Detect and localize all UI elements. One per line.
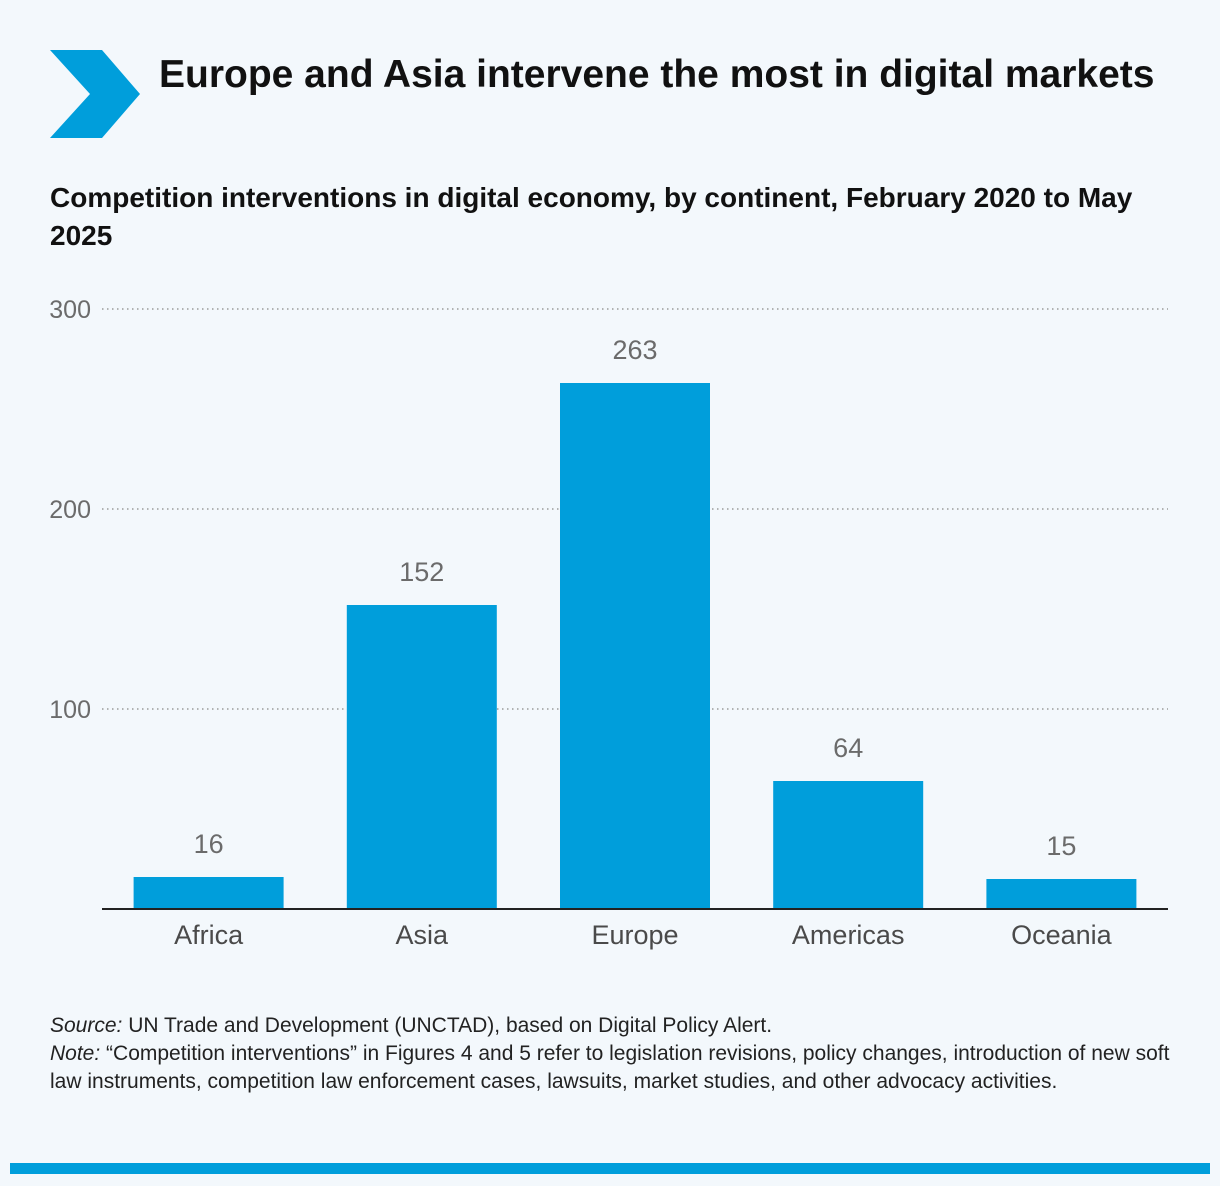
data-label: 64	[833, 733, 863, 763]
x-tick-label: Africa	[174, 920, 244, 950]
chart-subtitle: Competition interventions in digital eco…	[50, 182, 1133, 251]
x-tick-label: Asia	[396, 920, 450, 950]
bar	[133, 877, 284, 909]
data-label: 16	[194, 829, 224, 859]
chart-notes: Source: UN Trade and Development (UNCTAD…	[50, 1012, 1180, 1096]
chart-title: Europe and Asia intervene the most in di…	[159, 53, 1155, 96]
data-label: 152	[399, 557, 444, 587]
x-tick-label: Europe	[591, 920, 678, 950]
y-tick-label: 100	[49, 696, 91, 724]
data-label: 15	[1046, 831, 1076, 861]
y-tick-label: 200	[49, 496, 91, 524]
bar-chart: 100 200 300 16 Africa 152 Asia 263 Europe 64 Ameri…	[49, 296, 1168, 950]
source-line: Source: UN Trade and Development (UNCTAD…	[50, 1012, 1180, 1040]
bar	[560, 383, 710, 909]
bar	[346, 605, 497, 909]
x-tick-label: Americas	[792, 920, 905, 950]
source-label: Source:	[50, 1014, 123, 1037]
source-text: UN Trade and Development (UNCTAD), based…	[122, 1014, 773, 1037]
bar	[773, 781, 924, 909]
note-label: Note:	[50, 1042, 101, 1065]
bottom-accent-bar	[10, 1163, 1210, 1174]
data-label: 263	[612, 335, 657, 365]
y-tick-label: 300	[49, 296, 91, 324]
x-tick-label: Oceania	[1011, 920, 1113, 950]
note-text: “Competition interventions” in Figures 4…	[50, 1042, 1170, 1093]
bar	[986, 879, 1137, 909]
note-line: Note: “Competition interventions” in Fig…	[50, 1040, 1180, 1096]
chevron-right-icon	[50, 50, 140, 138]
